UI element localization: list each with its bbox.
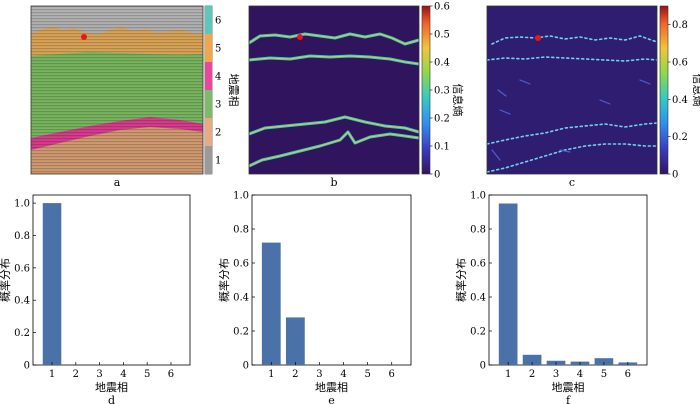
bar-chart-d: 0 0.2 0.4 0.6 0.8 1.0 1 2 3 4 5 6 地震相 概率分布 d xyxy=(0,194,191,404)
x-tick-label: 3 xyxy=(96,369,102,380)
colorbar-b-title: 信息熵 xyxy=(451,84,465,117)
colorbar-a-tick: 1 xyxy=(215,156,221,167)
x-axis-label: 地震相 xyxy=(315,381,348,394)
colorbar-b: 0 0.1 0.2 0.3 0.4 0.5 0.6 信息熵 xyxy=(421,2,465,181)
x-tick-label: 2 xyxy=(73,369,79,380)
y-axis-label: 概率分布 xyxy=(217,258,231,302)
y-tick-label: 0.8 xyxy=(233,225,249,236)
x-tick-label: 5 xyxy=(364,369,370,380)
y-tick-label: 0 xyxy=(243,361,249,372)
x-axis-label: 地震相 xyxy=(552,381,585,394)
panel-label-c: c xyxy=(569,176,575,189)
x-tick-label: 2 xyxy=(292,369,298,380)
colorbar-a-tick: 3 xyxy=(215,100,221,111)
y-tick-label: 1.0 xyxy=(233,191,249,202)
colorbar-a-cell xyxy=(205,90,212,118)
colorbar-a-cell xyxy=(205,146,212,174)
colorbar-tick-label: 0.6 xyxy=(434,2,450,13)
colorbar-c: 0 0.2 0.4 0.6 0.8 信息熵 xyxy=(659,5,700,181)
entropy-map-b xyxy=(248,5,420,175)
panel-label: f xyxy=(566,394,571,404)
entropy-map-c xyxy=(486,5,658,175)
colorbar-a-cell xyxy=(205,34,212,62)
panel-b: 0 0.1 0.2 0.3 0.4 0.5 0.6 信息熵 b xyxy=(248,2,465,189)
colorbar-tick-label: 0.2 xyxy=(434,114,450,125)
bar xyxy=(261,242,281,365)
colorbar-a-cell xyxy=(205,6,212,34)
y-tick-label: 0.8 xyxy=(14,231,30,242)
axes-frame xyxy=(251,194,412,366)
colorbar-tick-label: 0.6 xyxy=(672,58,688,69)
panel-label: d xyxy=(108,394,115,404)
colorbar-tick-label: 0.4 xyxy=(672,95,688,106)
x-tick-label: 1 xyxy=(505,369,511,380)
x-tick-label: 6 xyxy=(625,369,631,380)
x-tick-label: 5 xyxy=(601,369,607,380)
y-tick-label: 0.6 xyxy=(14,263,30,274)
x-tick-label: 1 xyxy=(49,369,55,380)
bar-chart-f: 0 0.2 0.4 0.6 0.8 1.0 1 2 3 4 5 6 地震相 概率分布 f xyxy=(454,191,648,404)
panel-c: 0 0.2 0.4 0.6 0.8 信息熵 c xyxy=(486,5,700,189)
colorbar-a-tick: 4 xyxy=(215,72,221,83)
y-tick-label: 0 xyxy=(24,361,30,372)
bar xyxy=(594,358,614,365)
y-tick-label: 0.6 xyxy=(470,259,486,270)
colorbar-a-cell xyxy=(205,62,212,90)
colorbar-tick-label: 0.5 xyxy=(434,30,450,41)
y-axis-label: 概率分布 xyxy=(0,258,12,302)
bar xyxy=(498,203,518,365)
colorbar-tick-label: 0.2 xyxy=(672,132,688,143)
y-tick-label: 0.4 xyxy=(233,293,249,304)
y-tick-label: 0.2 xyxy=(470,327,486,338)
panel-label: e xyxy=(328,394,335,404)
x-tick-label: 2 xyxy=(529,369,535,380)
seismic-section xyxy=(30,5,204,175)
x-tick-label: 1 xyxy=(268,369,274,380)
y-tick-label: 0.4 xyxy=(14,296,30,307)
colorbar-tick-label: 0.8 xyxy=(672,20,688,31)
y-tick-label: 0.2 xyxy=(14,328,30,339)
colorbar-tick-label: 0.1 xyxy=(434,142,450,153)
panel-a: 1 2 3 4 5 6 地震相 a xyxy=(30,5,240,189)
x-axis-label: 地震相 xyxy=(95,381,128,394)
colorbar-tick-label: 0.3 xyxy=(434,86,450,97)
y-tick-label: 1.0 xyxy=(470,191,486,202)
y-tick-label: 0.8 xyxy=(470,225,486,236)
panel-label-b: b xyxy=(330,176,337,189)
colorbar-a-tick: 6 xyxy=(215,16,221,27)
y-axis-label: 概率分布 xyxy=(454,258,468,302)
bar xyxy=(42,203,62,365)
bar-chart-e: 0 0.2 0.4 0.6 0.8 1.0 1 2 3 4 5 6 地震相 概率分布 e xyxy=(217,191,412,404)
colorbar-a: 1 2 3 4 5 6 地震相 xyxy=(204,5,240,175)
x-tick-label: 4 xyxy=(340,369,346,380)
colorbar-a-cell xyxy=(205,118,212,146)
panel-label-a: a xyxy=(114,176,121,189)
y-tick-label: 0.4 xyxy=(470,293,486,304)
y-tick-label: 1.0 xyxy=(14,199,30,210)
x-tick-label: 4 xyxy=(577,369,583,380)
colorbar-a-tick: 5 xyxy=(215,44,221,55)
bar xyxy=(285,317,305,365)
colorbar-a-title: 地震相 xyxy=(227,74,240,107)
colorbar-tick-label: 0 xyxy=(434,170,440,181)
x-tick-label: 3 xyxy=(553,369,559,380)
axes-frame xyxy=(488,194,648,366)
bar xyxy=(522,354,542,365)
x-tick-label: 5 xyxy=(144,369,150,380)
y-tick-label: 0 xyxy=(480,361,486,372)
y-tick-label: 0.6 xyxy=(233,259,249,270)
colorbar-a-tick: 2 xyxy=(215,128,221,139)
x-tick-label: 4 xyxy=(120,369,126,380)
colorbar-tick-label: 0 xyxy=(672,170,678,181)
y-tick-label: 0.2 xyxy=(233,327,249,338)
colorbar-c-title: 信息熵 xyxy=(691,74,700,107)
x-tick-label: 6 xyxy=(389,369,395,380)
x-tick-label: 3 xyxy=(316,369,322,380)
x-tick-label: 6 xyxy=(168,369,174,380)
colorbar-tick-label: 0.4 xyxy=(434,58,450,69)
axes-frame xyxy=(32,194,191,366)
